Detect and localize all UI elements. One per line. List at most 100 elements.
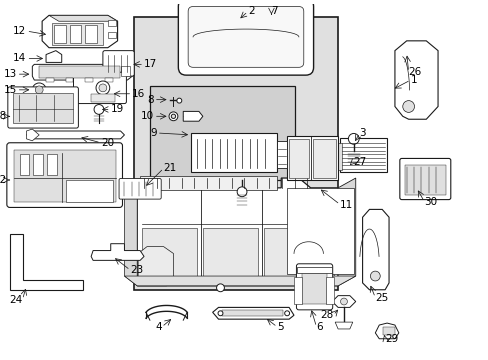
Text: 3: 3 <box>359 128 366 138</box>
Bar <box>39 66 119 78</box>
Text: 15: 15 <box>3 85 17 95</box>
Text: 4: 4 <box>155 322 162 332</box>
Text: 8: 8 <box>147 95 154 105</box>
Bar <box>301 270 326 305</box>
Text: 29: 29 <box>385 334 398 344</box>
FancyBboxPatch shape <box>296 264 332 310</box>
Polygon shape <box>138 247 173 286</box>
Bar <box>140 176 277 190</box>
Bar <box>107 32 115 38</box>
Text: 16: 16 <box>132 89 145 99</box>
Text: 13: 13 <box>3 69 17 79</box>
Text: 2: 2 <box>247 6 254 17</box>
Text: 6: 6 <box>316 322 323 332</box>
Text: 19: 19 <box>110 104 124 114</box>
FancyBboxPatch shape <box>102 51 134 76</box>
Circle shape <box>177 98 182 103</box>
Circle shape <box>402 101 414 112</box>
Bar <box>85 78 93 82</box>
Circle shape <box>340 298 346 305</box>
Circle shape <box>94 104 103 114</box>
Bar <box>277 141 286 168</box>
Polygon shape <box>331 296 355 307</box>
Bar <box>107 20 115 26</box>
Polygon shape <box>362 210 388 290</box>
Bar <box>293 277 301 305</box>
Text: 17: 17 <box>144 59 157 69</box>
Polygon shape <box>91 244 144 260</box>
Circle shape <box>96 81 109 95</box>
Bar <box>312 139 335 178</box>
FancyBboxPatch shape <box>178 0 313 75</box>
Circle shape <box>218 311 223 316</box>
Polygon shape <box>26 131 124 139</box>
Polygon shape <box>394 41 437 119</box>
Circle shape <box>171 114 175 118</box>
Bar <box>339 138 386 172</box>
Polygon shape <box>32 64 132 80</box>
Bar <box>134 17 337 290</box>
Bar <box>52 23 102 45</box>
Text: 1: 1 <box>410 75 416 85</box>
Polygon shape <box>375 323 398 339</box>
Polygon shape <box>286 188 353 274</box>
Bar <box>191 133 277 172</box>
Text: 20: 20 <box>101 138 114 148</box>
Polygon shape <box>337 178 355 286</box>
Bar <box>150 86 294 180</box>
Text: 18: 18 <box>0 111 7 121</box>
Bar <box>263 228 333 282</box>
Bar <box>46 78 54 82</box>
Bar <box>65 180 112 202</box>
Bar <box>203 228 257 282</box>
FancyBboxPatch shape <box>7 143 122 207</box>
FancyBboxPatch shape <box>119 179 161 199</box>
Bar <box>20 153 29 175</box>
Polygon shape <box>220 5 244 13</box>
Bar <box>142 228 197 282</box>
Polygon shape <box>183 111 203 121</box>
Bar <box>104 78 112 82</box>
Text: 24: 24 <box>9 294 22 305</box>
Bar <box>288 139 308 178</box>
Polygon shape <box>212 307 293 319</box>
FancyBboxPatch shape <box>8 87 78 128</box>
Bar <box>286 136 337 180</box>
Circle shape <box>35 86 43 94</box>
Bar <box>85 25 97 43</box>
Text: 5: 5 <box>277 322 284 332</box>
Bar <box>54 25 65 43</box>
Text: 12: 12 <box>13 26 26 36</box>
Bar <box>296 267 331 273</box>
Text: 14: 14 <box>13 54 26 63</box>
Text: 9: 9 <box>150 128 157 138</box>
Text: 22: 22 <box>0 175 7 185</box>
Bar <box>65 78 73 82</box>
Circle shape <box>32 83 46 97</box>
Text: 27: 27 <box>352 157 366 167</box>
Polygon shape <box>10 234 83 290</box>
Text: 26: 26 <box>408 67 421 77</box>
Bar <box>91 94 114 102</box>
Bar <box>120 66 130 76</box>
Bar <box>325 277 333 305</box>
Bar <box>13 93 73 123</box>
FancyBboxPatch shape <box>188 6 303 67</box>
Bar <box>33 153 43 175</box>
Text: 30: 30 <box>424 197 437 207</box>
Text: 11: 11 <box>339 199 352 210</box>
Bar <box>335 143 341 170</box>
FancyBboxPatch shape <box>399 158 450 199</box>
Circle shape <box>216 284 224 292</box>
Bar <box>47 153 57 175</box>
Circle shape <box>169 112 178 121</box>
Polygon shape <box>124 276 355 286</box>
Bar <box>404 165 445 195</box>
FancyBboxPatch shape <box>73 72 126 104</box>
Text: 23: 23 <box>130 265 143 275</box>
Polygon shape <box>49 15 117 21</box>
Circle shape <box>284 311 289 316</box>
Polygon shape <box>46 51 61 62</box>
Text: 25: 25 <box>375 293 388 303</box>
Bar <box>383 327 394 335</box>
